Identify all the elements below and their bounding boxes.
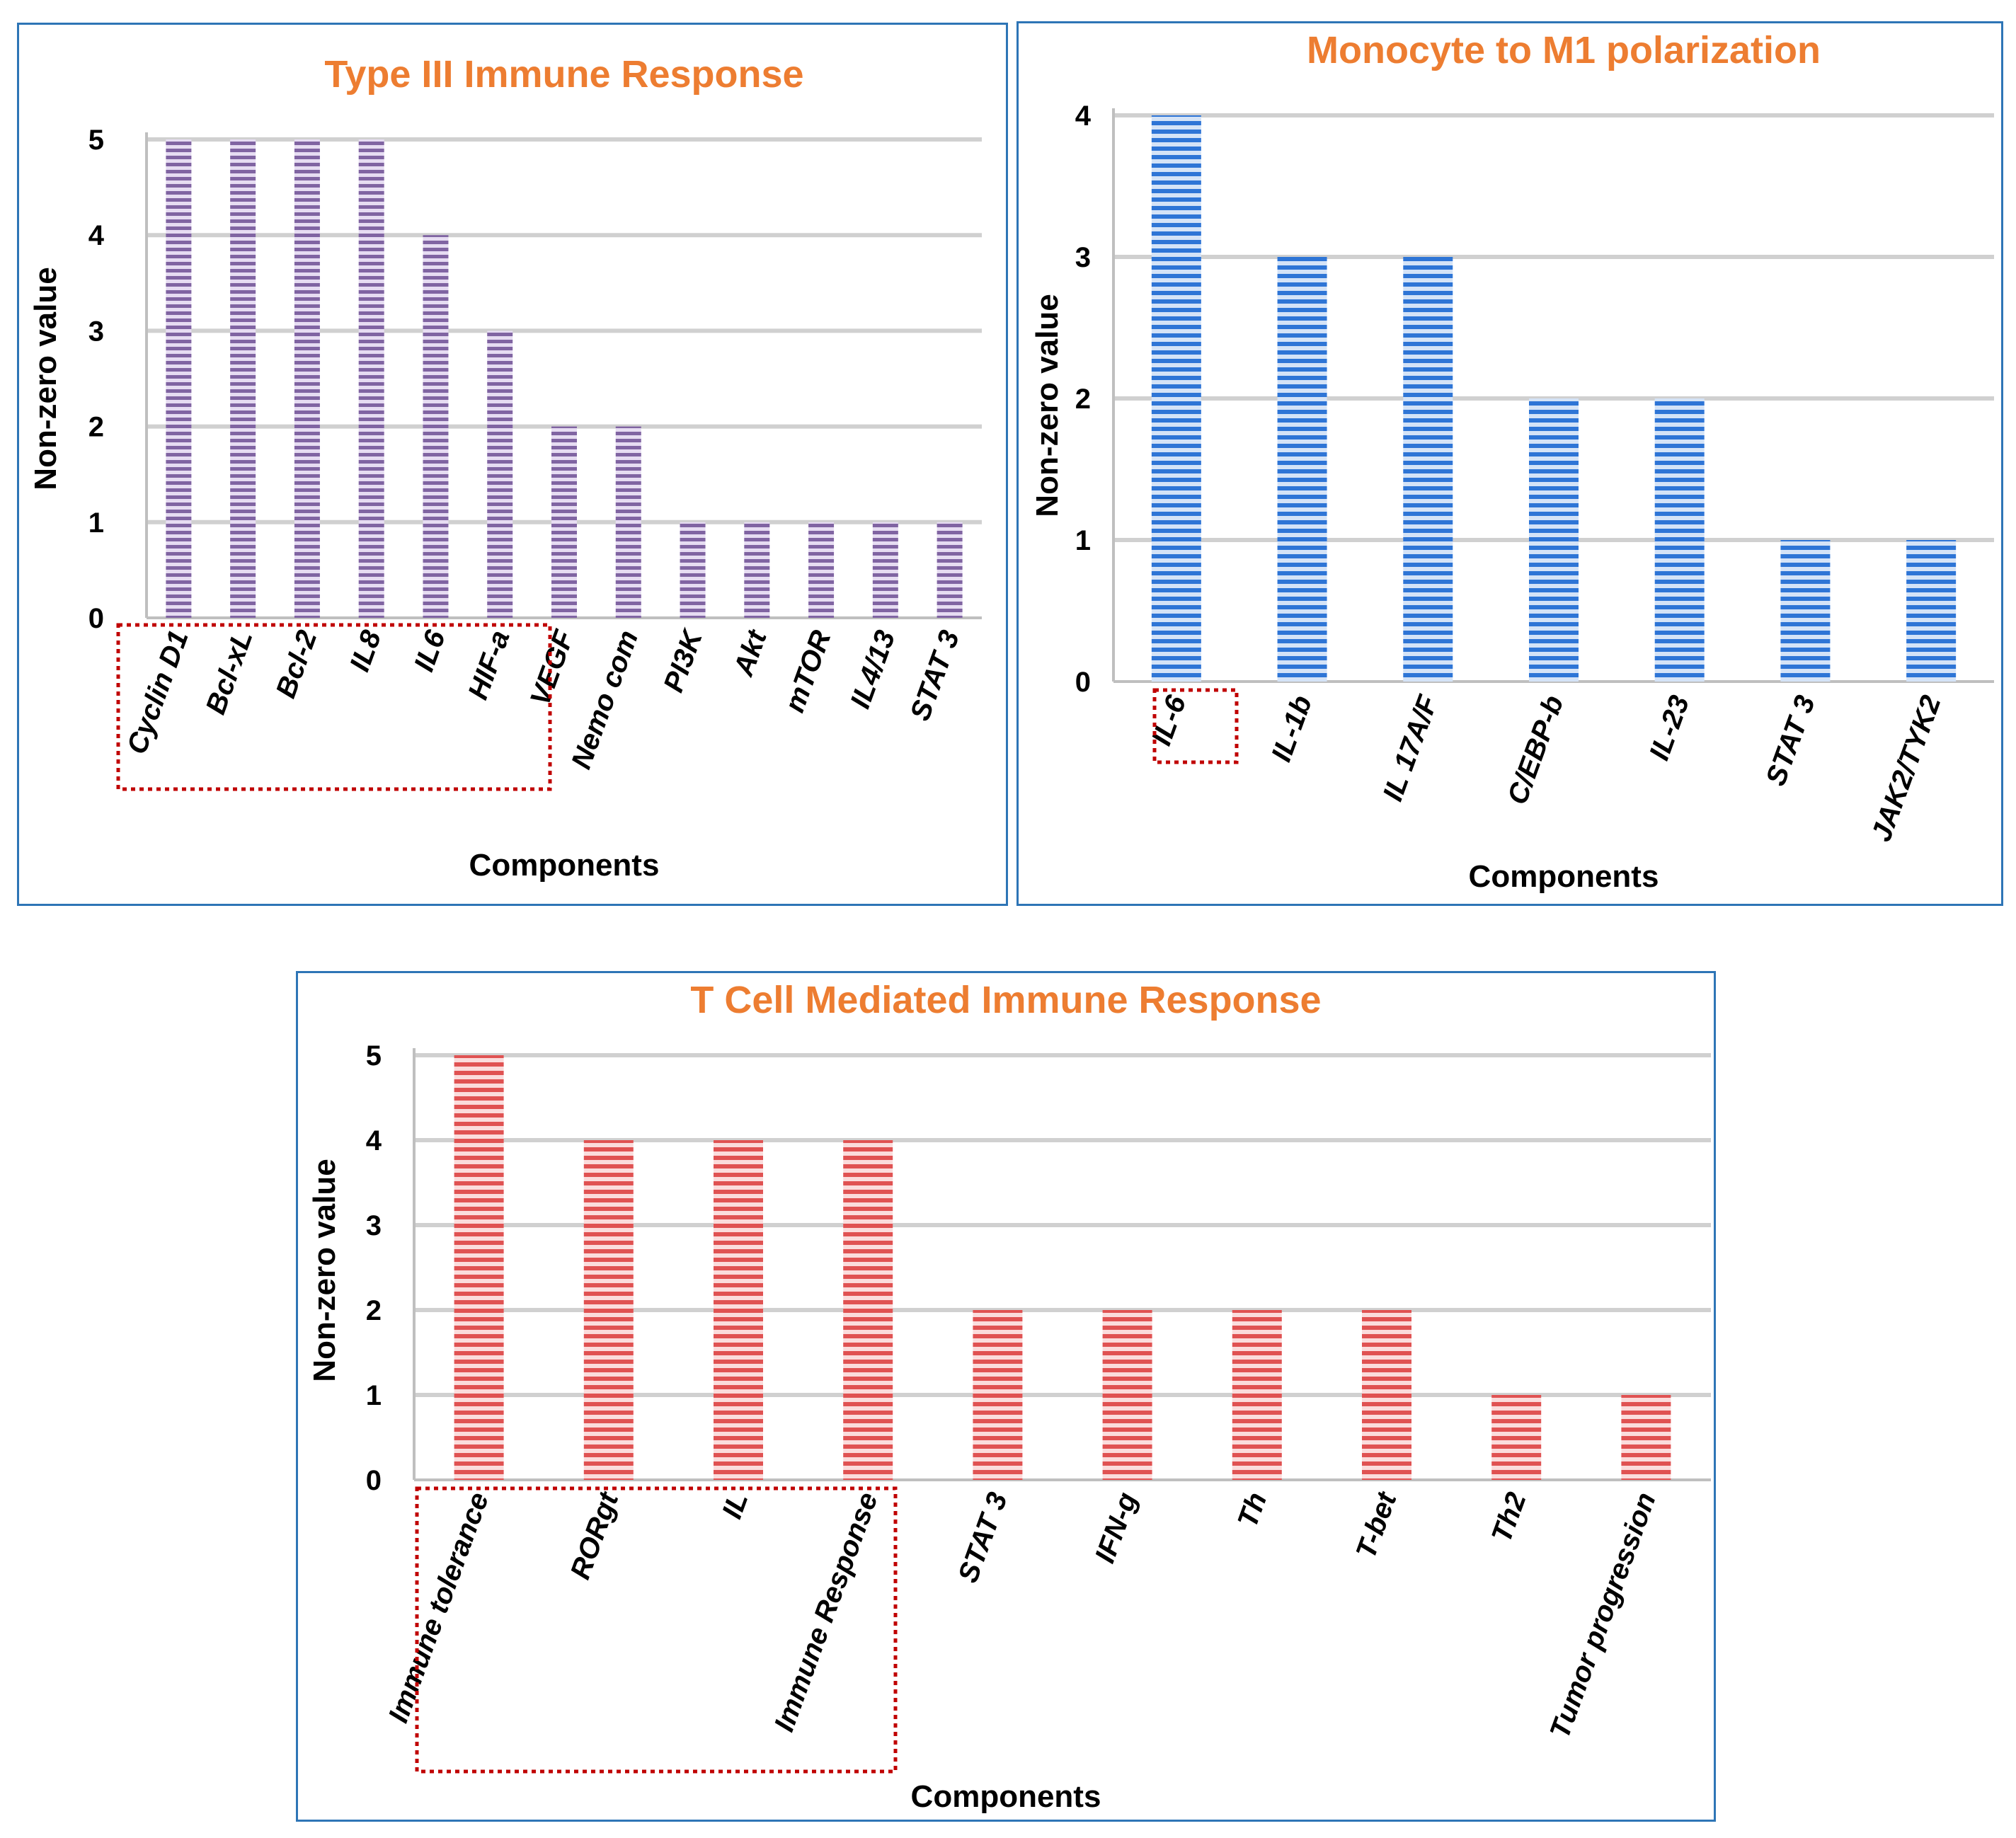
x-tick-label: IL 17A/F — [1377, 691, 1444, 805]
x-tick-label: RORgt — [565, 1487, 625, 1583]
y-tick-label: 2 — [88, 412, 104, 443]
bar — [358, 139, 384, 618]
x-tick-label: Th — [1232, 1488, 1273, 1532]
x-tick-label: IFN-g — [1089, 1488, 1143, 1567]
highlight-box — [415, 1486, 898, 1774]
x-tick-label: mTOR — [779, 626, 837, 716]
y-tick-label: 0 — [1075, 667, 1091, 698]
y-tick-label: 2 — [366, 1295, 382, 1326]
chart-t-cell: T Cell Mediated Immune Response 0 1 2 3 4 5 Imm… — [307, 979, 1711, 1814]
x-tick-label: IL6 — [408, 626, 452, 675]
x-tick-label: Bcl-2 — [270, 626, 323, 702]
x-tick-label: IL4/13 — [844, 626, 901, 713]
x-tick-label: IL — [716, 1488, 755, 1522]
bar — [230, 139, 256, 618]
x-tick-label: Th2 — [1486, 1488, 1533, 1546]
y-tick-label: 3 — [366, 1210, 382, 1241]
y-tick-label: 5 — [366, 1040, 382, 1072]
bar — [937, 522, 963, 618]
x-tick-label: Tumor progression — [1544, 1488, 1662, 1742]
x-tick-label: Cyclin D1 — [121, 626, 195, 758]
chart-panel-monocyte-m1: Monocyte to M1 polarization 0 1 2 3 4 IL-6 IL-1… — [1016, 21, 2003, 906]
x-tick-label: Immune tolerance — [383, 1488, 495, 1727]
y-tick-label: 3 — [1075, 242, 1091, 273]
chart-panel-type-iii: Type III Immune Response 0 1 2 3 4 5 Cyclin D1 B… — [17, 23, 1008, 906]
bar — [1277, 257, 1327, 682]
bar — [454, 1055, 504, 1480]
x-tick-label: PI3K — [658, 624, 709, 696]
bar — [1621, 1395, 1671, 1480]
bar — [973, 1310, 1023, 1480]
x-tick-label: STAT 3 — [1760, 691, 1821, 790]
x-tick-label: STAT 3 — [952, 1488, 1013, 1587]
bar — [1529, 398, 1579, 682]
x-tick-label: IL-23 — [1644, 691, 1695, 764]
chart-title: T Cell Mediated Immune Response — [690, 979, 1321, 1021]
y-tick-label: 4 — [1075, 100, 1092, 132]
bar — [1102, 1310, 1152, 1480]
x-axis-label: Components — [911, 1779, 1101, 1814]
y-tick-label: 0 — [366, 1465, 382, 1496]
y-tick-label: 2 — [1075, 384, 1091, 415]
y-tick-label: 4 — [88, 220, 105, 251]
bar — [166, 139, 192, 618]
bar — [583, 1140, 634, 1480]
x-tick-label: JAK2/TYK2 — [1866, 691, 1947, 846]
bar — [680, 522, 706, 618]
y-axis-label: Non-zero value — [28, 267, 63, 490]
x-tick-label: Nemo com — [566, 626, 644, 773]
y-tick-label: 1 — [366, 1380, 382, 1411]
highlight-box — [1152, 688, 1239, 764]
x-tick-label: IL-1b — [1266, 691, 1318, 766]
y-tick-label: 3 — [88, 316, 104, 347]
bar — [1362, 1310, 1411, 1480]
y-tick-label: 1 — [88, 507, 104, 539]
x-tick-label: HIF-a — [462, 626, 516, 703]
bar — [551, 426, 577, 618]
chart-title: Type III Immune Response — [324, 53, 803, 96]
bar — [872, 522, 898, 618]
x-tick-label: IL8 — [344, 626, 387, 675]
x-tick-label: STAT 3 — [905, 626, 966, 725]
chart-panel-t-cell: T Cell Mediated Immune Response 0 1 2 3 4 5 Imm… — [296, 971, 1716, 1822]
x-axis-label: Components — [1469, 859, 1659, 894]
bar — [294, 139, 320, 618]
x-tick-label: Immune Response — [769, 1488, 884, 1735]
y-axis-label: Non-zero value — [1030, 294, 1065, 517]
bar — [487, 331, 513, 618]
x-tick-label: C/EBP-b — [1501, 691, 1569, 808]
y-tick-label: 1 — [1075, 525, 1091, 556]
y-tick-label: 5 — [88, 125, 104, 156]
chart-title: Monocyte to M1 polarization — [1307, 29, 1821, 71]
x-tick-label: Akt — [728, 625, 773, 680]
bar — [1151, 115, 1201, 682]
y-axis-label: Non-zero value — [307, 1159, 342, 1382]
x-axis-label: Components — [469, 848, 660, 883]
bar — [843, 1140, 893, 1480]
bar — [1654, 398, 1705, 682]
bar — [1491, 1395, 1542, 1480]
bar — [714, 1140, 763, 1480]
bar — [1906, 540, 1957, 682]
x-tick-label: T-bet — [1350, 1487, 1403, 1562]
x-tick-label: VEGF — [525, 626, 580, 710]
bar — [423, 235, 449, 618]
bar — [1232, 1310, 1282, 1480]
highlight-box — [116, 623, 552, 791]
y-tick-label: 0 — [88, 603, 104, 634]
bar — [615, 426, 641, 618]
bar — [1780, 540, 1831, 682]
bar — [1403, 257, 1453, 682]
bar — [808, 522, 835, 618]
bar — [744, 522, 770, 618]
x-tick-label: Bcl-xL — [200, 626, 258, 718]
y-tick-label: 4 — [366, 1125, 382, 1156]
